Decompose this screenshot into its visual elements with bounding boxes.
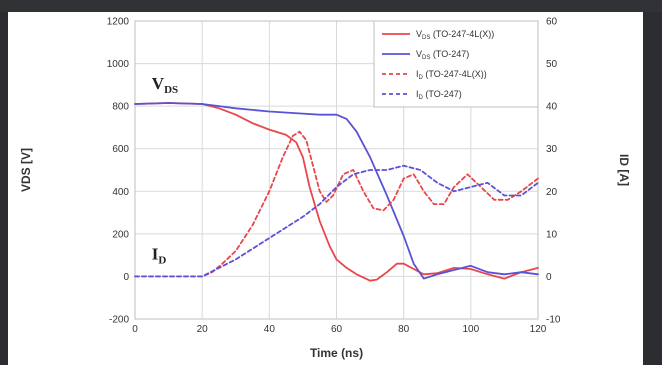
legend-box — [373, 20, 539, 108]
y-right-tick-label: 60 — [546, 17, 558, 28]
legend-label-4: ID (TO-247) — [416, 89, 462, 101]
y-left-tick-label: -200 — [109, 315, 129, 326]
legend: VDS (TO-247-4L(X)) VDS (TO-247) ID (TO-247… — [373, 20, 539, 108]
x-tick-label: 80 — [398, 324, 410, 335]
annotation-2: ID — [152, 244, 167, 266]
annotations: VDS ID — [152, 74, 178, 266]
y-left-tick-label: 1000 — [107, 59, 130, 70]
x-tick-label: 0 — [132, 324, 138, 335]
axes — [134, 20, 539, 320]
y-left-tick-label: 600 — [112, 144, 129, 155]
y-right-tick-label: 0 — [546, 272, 552, 283]
series-line-1 — [134, 102, 539, 282]
x-tick-label: 20 — [197, 324, 209, 335]
x-tick-label: 100 — [462, 324, 479, 335]
chart-svg: 0 20 40 60 80 100 120-200020040060080010001200… — [19, 17, 631, 361]
legend-label-1: VDS (TO-247-4L(X)) — [416, 29, 494, 41]
annotation-1: VDS — [152, 74, 178, 96]
y-left-tick-label: 200 — [112, 229, 129, 240]
y-right-axis-title: ID [A] — [617, 154, 631, 186]
legend-label-3: ID (TO-247-4L(X)) — [416, 69, 487, 81]
x-axis-title: Time (ns) — [310, 346, 363, 360]
x-tick-label: 60 — [331, 324, 343, 335]
y-left-tick-label: 400 — [112, 187, 129, 198]
series-line-4 — [134, 164, 539, 278]
y-right-tick-label: 40 — [546, 102, 558, 113]
tick-labels: 0 20 40 60 80 100 120-200020040060080010001200… — [107, 17, 561, 336]
y-left-tick-label: 0 — [123, 272, 129, 283]
axis-titles: Time (ns) VDS [V] ID [A] — [19, 148, 631, 360]
series-layer — [134, 102, 539, 282]
x-tick-label: 40 — [264, 324, 276, 335]
chart-panel: 0 20 40 60 80 100 120 -200 0 200 400 600 800 1000 1200… — [8, 12, 643, 365]
series-line-2 — [134, 102, 539, 280]
y-right-tick-label: 10 — [546, 229, 558, 240]
y-left-tick-label: 1200 — [107, 17, 130, 28]
series-line-3 — [134, 130, 539, 278]
y-right-tick-label: 20 — [546, 187, 558, 198]
x-tick-label: 120 — [530, 324, 547, 335]
top-bar — [0, 0, 662, 12]
plot-frame — [134, 20, 539, 320]
y-right-tick-label: 50 — [546, 59, 558, 70]
y-right-tick-label: 30 — [546, 144, 558, 155]
y-left-axis-title: VDS [V] — [19, 148, 33, 192]
y-left-tick-label: 800 — [112, 102, 129, 113]
y-right-tick-label: -10 — [546, 315, 561, 326]
legend-label-2: VDS (TO-247) — [416, 49, 469, 61]
